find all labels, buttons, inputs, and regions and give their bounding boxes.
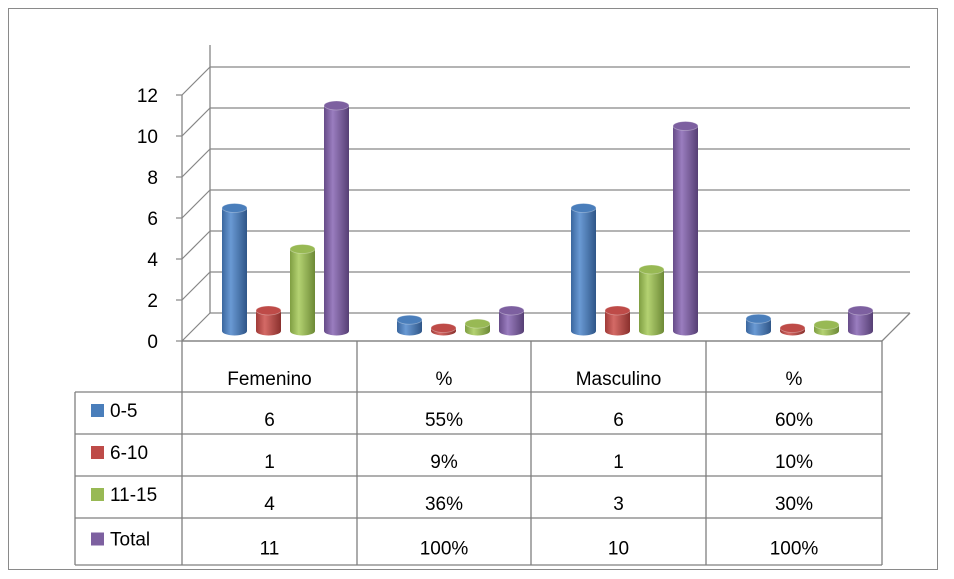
y-tick-label: 10 xyxy=(137,127,158,148)
category-label: % xyxy=(786,369,803,390)
y-tick-label: 2 xyxy=(147,291,158,312)
bar-6-10-1 xyxy=(430,323,457,336)
bar-Total-1 xyxy=(498,305,525,336)
gridline-8 xyxy=(176,148,910,178)
y-axis: 0 2 4 6 8 10 12 xyxy=(137,86,159,353)
legend-label: 0-5 xyxy=(110,401,137,422)
y-tick-label: 4 xyxy=(147,250,158,271)
gridline-2 xyxy=(176,271,910,301)
bar-11-15-0 xyxy=(289,244,316,336)
legend-label: 11-15 xyxy=(110,485,157,506)
gridline-10 xyxy=(176,107,910,137)
table-cell: 30% xyxy=(775,494,813,515)
bar-0-5-2 xyxy=(570,203,597,336)
bar-0-5-0 xyxy=(221,203,248,336)
bar-Total-3 xyxy=(847,305,874,336)
table-cell: 55% xyxy=(425,410,463,431)
table-cell: 11 xyxy=(260,539,280,560)
table-cell: 100% xyxy=(420,539,469,560)
bar-6-10-0 xyxy=(255,305,282,336)
y-tick-label: 6 xyxy=(147,209,158,230)
legend-label: Total xyxy=(110,530,150,551)
table-cell: 1 xyxy=(613,452,624,473)
table-cell: 9% xyxy=(430,452,458,473)
y-tick-label: 8 xyxy=(147,168,158,189)
legend-swatch-Total xyxy=(91,532,104,546)
bars xyxy=(221,100,874,336)
table-cell: 3 xyxy=(613,494,624,515)
category-label: Femenino xyxy=(227,369,312,390)
gridline-12 xyxy=(176,66,910,96)
category-label: % xyxy=(436,369,453,390)
bar-Total-0 xyxy=(323,100,350,336)
table-cell: 60% xyxy=(775,410,813,431)
bar-11-15-3 xyxy=(813,319,840,336)
table-cell: 6 xyxy=(264,410,275,431)
bar-6-10-3 xyxy=(779,323,806,336)
bar-6-10-2 xyxy=(604,305,631,336)
table-cell: 10% xyxy=(775,452,813,473)
legend-swatch-0-5 xyxy=(91,404,104,417)
table-cell: 4 xyxy=(264,494,275,515)
legend-swatch-6-10 xyxy=(91,446,104,459)
bar-Total-2 xyxy=(672,121,699,336)
y-tick-label: 0 xyxy=(147,332,158,353)
legend-swatch-11-15 xyxy=(91,488,104,501)
gridline-4 xyxy=(176,230,910,260)
table-cell: 1 xyxy=(264,452,275,473)
gridline-6 xyxy=(176,189,910,219)
table-cell: 6 xyxy=(613,410,624,431)
category-label: Masculino xyxy=(576,369,662,390)
y-tick-label: 12 xyxy=(137,86,158,107)
bar-11-15-2 xyxy=(638,264,665,336)
table-cell: 10 xyxy=(608,539,629,560)
table-cell: 100% xyxy=(770,539,819,560)
bar-0-5-1 xyxy=(396,314,423,336)
gridlines xyxy=(176,45,911,342)
legend-label: 6-10 xyxy=(110,443,148,464)
bar-0-5-3 xyxy=(745,313,772,336)
bar-11-15-1 xyxy=(464,318,491,336)
table-cell: 36% xyxy=(425,494,463,515)
data-table: Femenino% Masculino % 0-5 6 55% 6 60% 6-10 1 9% 1 10… xyxy=(74,340,883,566)
